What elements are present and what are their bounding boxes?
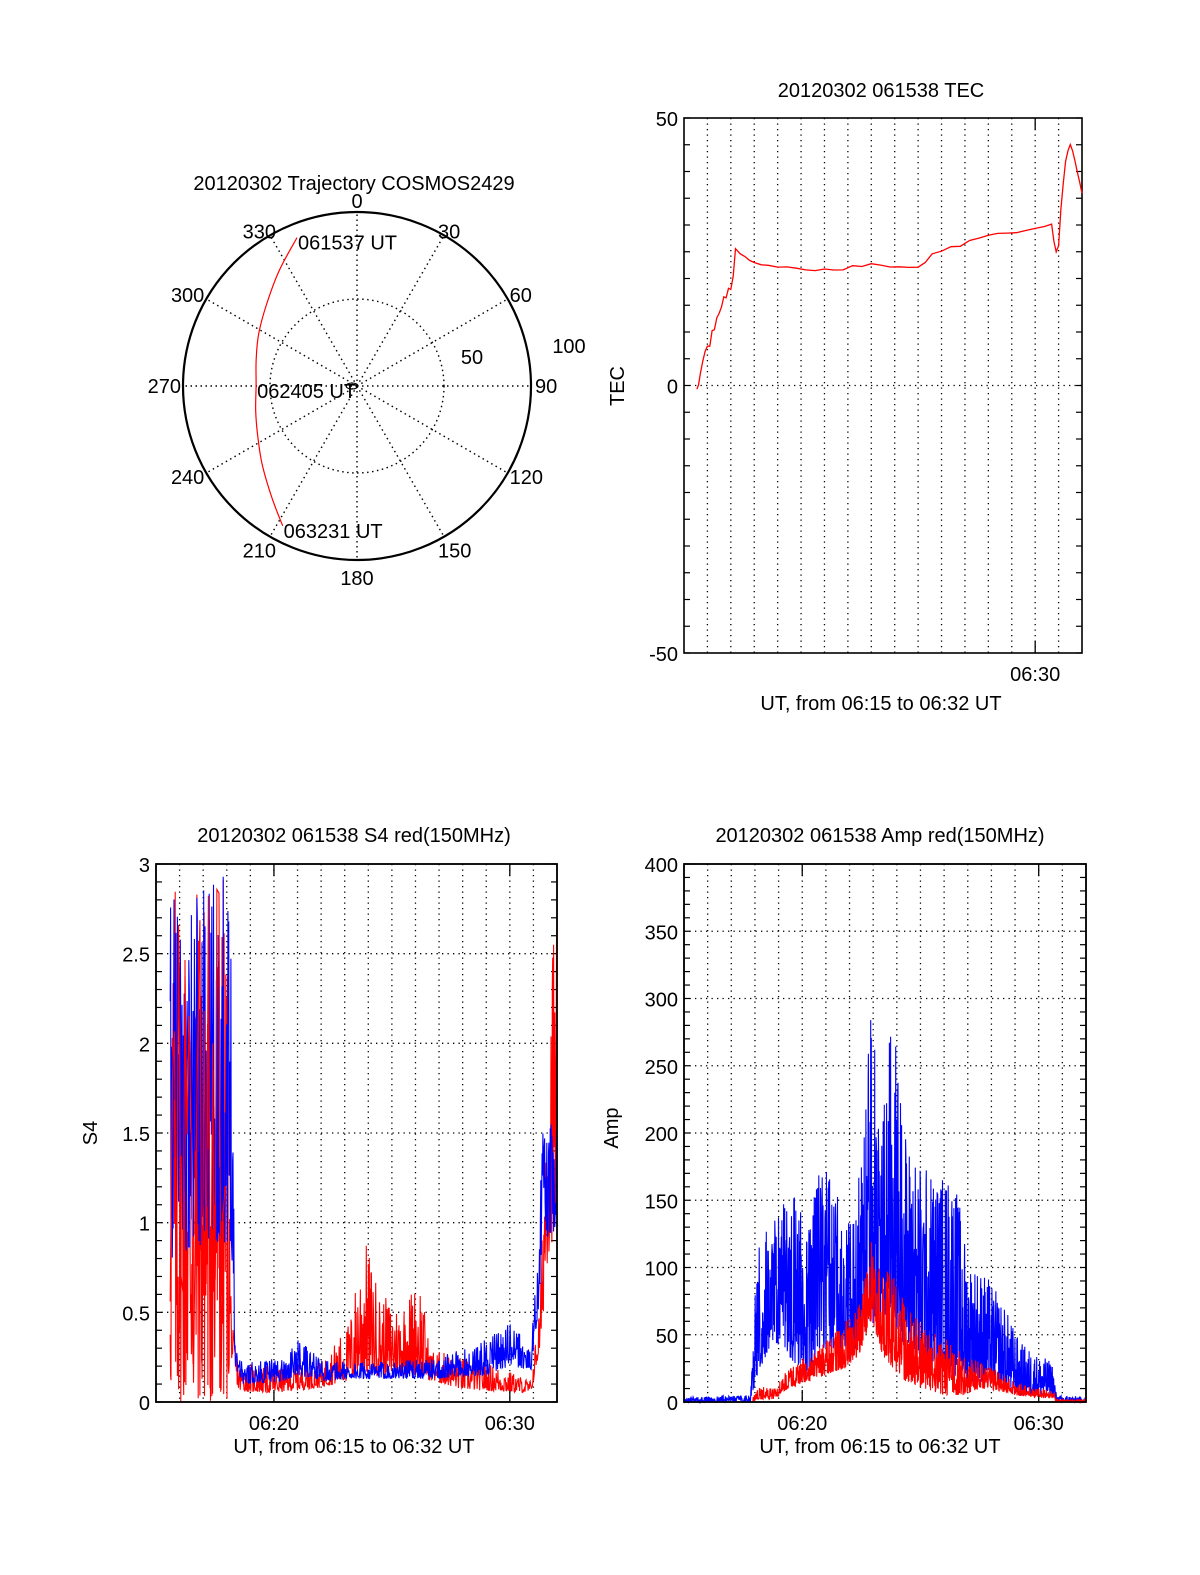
polar-radial-label-100: 100 [552, 336, 585, 358]
plot-frame-top [155, 863, 558, 1403]
y-tick-label: 50 [656, 1326, 678, 1348]
polar-angle-label-240: 240 [171, 467, 204, 489]
amp-x-axis-label: UT, from 06:15 to 06:32 UT [759, 1436, 1000, 1458]
s4-red-series-line [169, 879, 558, 1402]
y-tick-label: 0 [667, 1393, 678, 1415]
y-tick-label: 100 [645, 1259, 678, 1281]
y-tick-label: 0.5 [122, 1303, 150, 1325]
polar-spoke-30 [356, 234, 445, 387]
y-tick-label: 2.5 [122, 945, 150, 967]
polar-trajectory-line [255, 237, 298, 527]
polar-radial-label-50: 50 [461, 347, 483, 369]
polar-spoke-150 [356, 385, 445, 538]
x-tick-label: 06:20 [249, 1413, 299, 1435]
s4-x-axis-label: UT, from 06:15 to 06:32 UT [233, 1436, 474, 1458]
y-tick-label: 0 [139, 1393, 150, 1415]
y-tick-label: 1 [139, 1214, 150, 1236]
polar-angle-label-300: 300 [171, 285, 204, 307]
polar-angle-label-330: 330 [243, 221, 276, 243]
polar-center-marker [345, 382, 359, 390]
polar-angle-label-180: 180 [340, 568, 373, 590]
polar-angle-label-210: 210 [243, 541, 276, 563]
y-tick-label: 3 [139, 855, 150, 877]
s4-red-burst-overlay [169, 887, 226, 1401]
polar-angle-label-120: 120 [510, 467, 543, 489]
y-tick-label: 250 [645, 1057, 678, 1079]
polar-chart-title: 20120302 Trajectory COSMOS2429 [193, 173, 514, 195]
polar-time-annotation: 063231 UT [284, 521, 383, 543]
s4-y-axis-label: S4 [80, 1121, 102, 1145]
tec-x-axis-label: UT, from 06:15 to 06:32 UT [760, 693, 1001, 715]
x-tick-label: 06:30 [485, 1413, 535, 1435]
amp-chart: 20120302 061538 Amp red(150MHz) UT, from… [601, 825, 1087, 1458]
y-tick-label: 350 [645, 922, 678, 944]
polar-angle-label-60: 60 [510, 285, 532, 307]
y-tick-label: 200 [645, 1124, 678, 1146]
s4-blue-series-line [169, 876, 558, 1384]
polar-angle-label-90: 90 [535, 376, 557, 398]
polar-angle-label-270: 270 [148, 376, 181, 398]
y-tick-label: 2 [139, 1034, 150, 1056]
y-tick-label: 50 [656, 109, 678, 131]
amp-y-axis-label: Amp [601, 1107, 623, 1148]
plot-frame-top [683, 863, 1087, 1403]
y-tick-label: -50 [649, 644, 678, 666]
y-tick-label: 150 [645, 1191, 678, 1213]
polar-angle-label-150: 150 [438, 541, 471, 563]
polar-circle-50 [269, 298, 445, 474]
y-tick-label: 300 [645, 990, 678, 1012]
x-tick-label: 06:20 [777, 1413, 827, 1435]
tec-chart: 20120302 061538 TEC UT, from 06:15 to 06… [607, 80, 1083, 715]
polar-angle-label-0: 0 [351, 191, 362, 213]
tec-y-axis-label: TEC [607, 366, 629, 406]
polar-trajectory-chart: 20120302 Trajectory COSMOS2429 0 30 60 90 12… [148, 173, 586, 590]
polar-spoke-210 [269, 385, 358, 538]
x-tick-label: 06:30 [1014, 1413, 1064, 1435]
tec-series-line [696, 142, 1083, 390]
y-tick-label: 1.5 [122, 1124, 150, 1146]
x-tick-label: 06:30 [1010, 664, 1060, 686]
y-tick-label: 0 [667, 377, 678, 399]
polar-angle-label-30: 30 [438, 221, 460, 243]
amp-chart-title: 20120302 061538 Amp red(150MHz) [715, 825, 1044, 847]
polar-spoke-120 [356, 385, 509, 474]
tec-chart-title: 20120302 061538 TEC [778, 80, 984, 102]
polar-spoke-60 [356, 298, 509, 387]
amp-red-series-line [752, 1242, 1087, 1405]
polar-time-annotation: 061537 UT [298, 233, 397, 255]
polar-spoke-330 [269, 234, 358, 387]
s4-chart: 20120302 061538 S4 red(150MHz) UT, from … [80, 825, 558, 1458]
polar-spoke-240 [205, 385, 358, 474]
y-tick-label: 400 [645, 855, 678, 877]
s4-chart-title: 20120302 061538 S4 red(150MHz) [197, 825, 511, 847]
polar-time-annotation: 062405 UT [257, 381, 356, 403]
polar-spoke-300 [205, 298, 358, 387]
polar-circle-100 [181, 210, 533, 562]
